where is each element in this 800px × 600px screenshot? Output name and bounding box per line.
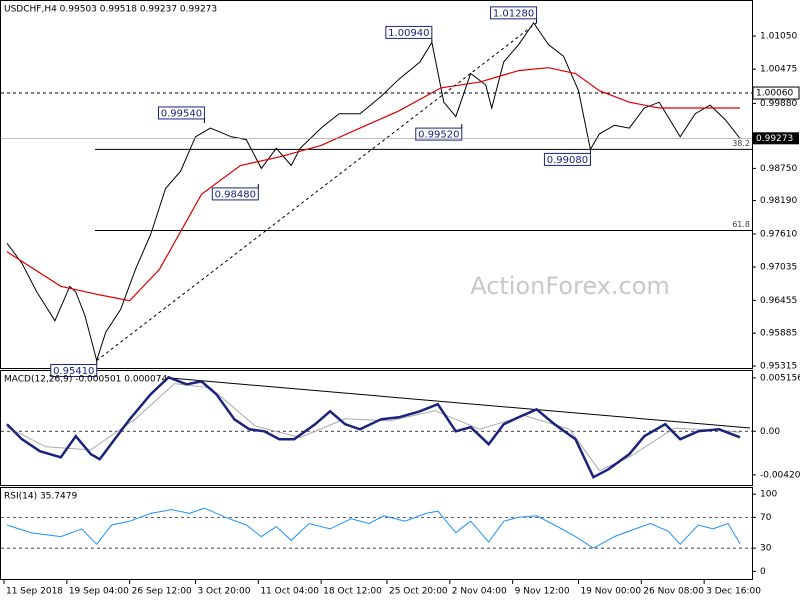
macd-frame [0,370,753,486]
series-line [6,22,741,363]
panel-title: USDCHF,H4 0.99503 0.99518 0.99237 0.9927… [4,5,217,15]
annotation-box [490,6,538,20]
annotation-box [211,187,259,201]
x-tick-label: 18 Oct 12:00 [323,587,382,597]
annotation-label: 0.98480 [215,189,256,200]
level-box [752,86,800,100]
y-tick-label: 0.98750 [760,164,797,174]
last-price-label: 0.99273 [756,134,793,144]
y-tick-label: 0.99880 [760,99,797,109]
annotation-box [385,25,433,39]
annotation-box [157,106,205,120]
x-tick-label: 2 Nov 04:00 [452,587,507,597]
annotation-label: 0.95410 [53,366,94,377]
y-tick-label: 0.95885 [760,329,797,339]
panel-title: RSI(14) 35.7479 [4,492,77,502]
x-tick-label: 26 Nov 08:00 [643,587,704,597]
annotation-box [543,152,591,166]
x-tick-label: 3 Oct 20:00 [197,587,250,597]
x-tick-label: 25 Oct 20:00 [389,587,448,597]
series-line [6,67,740,302]
y-tick-label: 0.95315 [760,361,797,371]
y-tick-label: 70 [760,513,772,523]
annotation-label: 1.00940 [388,28,429,39]
series-line [6,383,741,472]
y-tick-label: 0.97035 [760,263,797,273]
y-tick-label: 1.00475 [760,65,797,75]
series-line [6,375,741,479]
y-tick-label: 1.01050 [760,32,797,42]
y-tick-label: 0.005156 [760,373,800,383]
level-label: 38.2 [732,139,750,148]
annotation-box [415,127,463,141]
y-tick-label: 100 [760,490,777,500]
x-tick-label: 19 Nov 00:00 [580,587,641,597]
y-tick-label: 0 [760,567,766,577]
x-tick-label: 9 Nov 12:00 [515,587,570,597]
trendline [96,22,537,361]
x-tick-label: 19 Sep 04:00 [69,587,129,597]
annotation-label: 0.99520 [418,130,459,141]
panel-title: MACD(12,26,9) -0.000501 0.000074 [4,375,167,385]
y-tick-label: -0.004209 [760,470,800,480]
y-tick-label: 0.97610 [760,229,797,239]
macd-trendline [169,377,751,429]
rsi-frame [0,487,753,580]
series-line [6,507,741,549]
y-tick-label: 30 [760,544,772,554]
y-tick-label: 0.96455 [760,296,797,306]
annotation-label: 0.99540 [161,108,202,119]
annotation-label: 1.01280 [493,8,534,19]
annotation-box [50,364,98,378]
y-tick-label: 0.98190 [760,196,797,206]
y-tick-label: 0.00 [760,427,780,437]
x-tick-label: 26 Sep 12:00 [132,587,192,597]
x-tick-label: 11 Sep 2018 [6,587,63,597]
main-frame [0,0,753,369]
x-tick-label: 11 Oct 04:00 [260,587,319,597]
last-price-box [753,132,799,145]
x-tick-label: 3 Dec 16:00 [706,587,761,597]
annotation-label: 0.99080 [547,155,588,166]
level-label: 1.00060 [756,89,793,99]
level-label: 61.8 [732,220,750,229]
watermark: ActionForex.com [470,272,670,300]
